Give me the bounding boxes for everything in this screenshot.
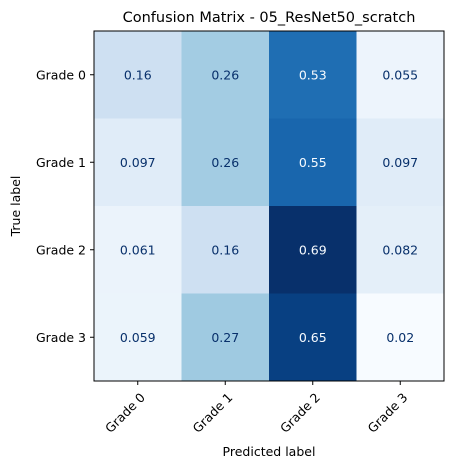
chart-title: Confusion Matrix - 05_ResNet50_scratch <box>123 10 416 26</box>
heatmap-cells: 0.16 0.26 0.53 0.055 0.097 0.26 0.55 0.097 0.061… <box>94 31 445 382</box>
heatmap-cell <box>269 31 357 119</box>
cell-value-label: 0.16 <box>124 67 152 82</box>
heatmap-cell <box>181 206 270 294</box>
heatmap-cell <box>356 206 445 294</box>
heatmap-cell <box>269 293 357 382</box>
cell-value-label: 0.097 <box>120 155 156 170</box>
heatmap-cell <box>269 118 357 207</box>
x-tick-label: Grade 1 <box>190 390 236 436</box>
heatmap-cell <box>94 118 182 207</box>
y-tick-label: Grade 2 <box>36 242 86 257</box>
y-axis-ticks: Grade 0 Grade 1 Grade 2 Grade 3 <box>36 67 94 345</box>
x-tick-label: Grade 0 <box>102 390 148 436</box>
cell-value-label: 0.16 <box>211 242 239 257</box>
cell-value-label: 0.53 <box>299 67 327 82</box>
cell-value-label: 0.082 <box>382 242 418 257</box>
x-axis-label: Predicted label <box>223 444 316 459</box>
heatmap-cell <box>94 293 182 382</box>
heatmap-cell <box>181 31 270 119</box>
heatmap-cell <box>181 293 270 382</box>
y-axis-label: True label <box>8 176 23 238</box>
cell-value-label: 0.26 <box>211 67 239 82</box>
heatmap-cell <box>181 118 270 207</box>
heatmap-cell <box>356 293 445 382</box>
cell-value-label: 0.061 <box>120 242 156 257</box>
cell-value-label: 0.059 <box>120 330 156 345</box>
cell-value-label: 0.69 <box>299 242 327 257</box>
x-tick-label: Grade 2 <box>277 390 323 436</box>
plot-frame <box>93 30 445 382</box>
y-tick-label: Grade 0 <box>36 67 86 82</box>
y-tick-label: Grade 3 <box>36 330 86 345</box>
cell-value-label: 0.055 <box>382 67 418 82</box>
x-axis-ticks: Grade 0 Grade 1 Grade 2 Grade 3 <box>102 381 411 436</box>
heatmap-cell <box>94 206 182 294</box>
cell-value-label: 0.02 <box>386 330 414 345</box>
y-tick-label: Grade 1 <box>36 155 86 170</box>
heatmap-cell <box>269 206 357 294</box>
heatmap-cell <box>356 118 445 207</box>
x-tick-label: Grade 3 <box>365 390 411 436</box>
heatmap-cell <box>94 31 182 119</box>
cell-value-label: 0.097 <box>382 155 418 170</box>
heatmap-cell <box>356 31 445 119</box>
cell-value-label: 0.27 <box>211 330 239 345</box>
cell-value-label: 0.55 <box>299 155 327 170</box>
cell-value-label: 0.65 <box>299 330 327 345</box>
cell-value-label: 0.26 <box>211 155 239 170</box>
